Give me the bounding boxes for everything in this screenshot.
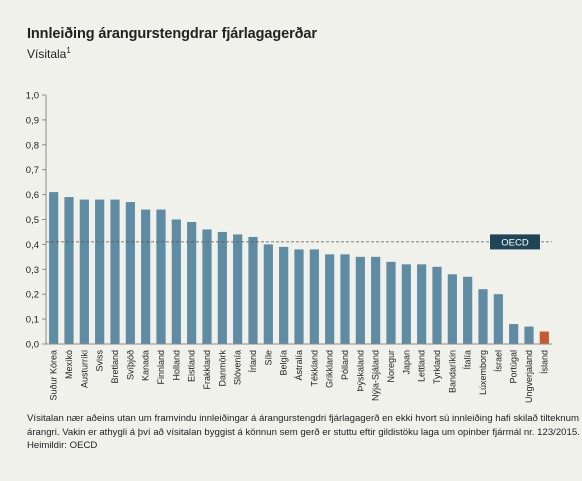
bar (171, 219, 181, 344)
y-tick-label: 0,7 (26, 165, 39, 176)
y-tick-label: 1,0 (26, 91, 39, 102)
x-tick-label: Þýskaland (355, 350, 365, 392)
bar (79, 199, 89, 344)
x-tick-label: Frakkland (202, 350, 212, 390)
bar-highlight (539, 331, 549, 344)
x-tick-label: Danmörk (217, 350, 227, 387)
footnote-line-1: Vísitalan nær aðeins utan um framvindu i… (27, 413, 579, 424)
x-tick-label: Eistland (187, 350, 197, 382)
bar (355, 256, 365, 344)
x-tick-label: Pólland (340, 350, 350, 380)
bar (493, 294, 503, 344)
bar (125, 202, 135, 344)
bar (279, 246, 289, 344)
x-tick-label: Bretland (110, 350, 120, 384)
bar (325, 254, 335, 344)
bar (95, 199, 105, 344)
oecd-label: OECD (501, 237, 529, 248)
subtitle-footnote-mark: 1 (66, 46, 71, 55)
bar (432, 266, 442, 344)
y-tick-label: 0,3 (26, 265, 39, 276)
y-tick-label: 0,1 (26, 315, 39, 326)
bar (340, 254, 350, 344)
x-tick-label: Holland (171, 350, 181, 381)
bar (110, 199, 120, 344)
x-tick-label: Japan (401, 350, 411, 375)
footnote: Vísitalan nær aðeins utan um framvindu i… (27, 412, 580, 453)
x-tick-label: Noregur (386, 350, 396, 383)
y-tick-label: 0,8 (26, 140, 39, 151)
bar (156, 209, 166, 344)
bar (248, 236, 258, 344)
bar (478, 289, 488, 344)
bar (463, 276, 473, 344)
x-tick-label: Mexíkó (64, 350, 74, 379)
x-tick-label: Austurríki (79, 350, 89, 388)
oecd-label-box (490, 234, 540, 250)
bar (417, 264, 427, 344)
bar (386, 261, 396, 344)
bar (64, 197, 74, 344)
y-tick-label: 0,5 (26, 215, 39, 226)
x-tick-label: Ástralía (294, 350, 304, 381)
chart-subtitle: Vísitala1 (27, 46, 71, 61)
bar (371, 256, 381, 344)
footnote-line-2: árangri. Vakin er athygli á því að vísit… (27, 426, 580, 438)
x-tick-label: Belgía (279, 350, 289, 376)
x-tick-label: Sviss (95, 350, 105, 372)
x-tick-label: Tékkland (309, 350, 319, 387)
footnote-line-3: Heimildir: OECD (27, 440, 98, 451)
x-tick-label: Lúxemborg (478, 350, 488, 395)
x-tick-label: Bandaríkin (447, 350, 457, 393)
bar (187, 221, 197, 344)
y-tick-label: 0,9 (26, 115, 39, 126)
y-tick-label: 0,6 (26, 190, 39, 201)
x-tick-label: Írland (248, 350, 258, 373)
x-tick-label: Slóvenía (233, 350, 243, 385)
x-tick-label: Tyrkland (432, 350, 442, 384)
x-tick-label: Kanada (141, 350, 151, 381)
x-tick-label: Ísland (539, 350, 549, 374)
bar (524, 326, 534, 344)
y-tick-label: 0,0 (26, 340, 39, 351)
bar (263, 244, 273, 344)
x-tick-label: Ítalía (463, 350, 473, 370)
bar (202, 229, 212, 344)
x-tick-label: Ísrael (493, 350, 503, 372)
x-tick-label: Nýja-Sjáland (371, 350, 381, 401)
x-tick-label: Síle (263, 350, 273, 366)
x-tick-label: Suður Kórea (49, 350, 59, 401)
x-tick-label: Grikkland (325, 350, 335, 388)
chart-title: Innleiðing árangurstengdrar fjárlagagerð… (27, 26, 317, 42)
bar (309, 249, 319, 344)
subtitle-text: Vísitala (27, 47, 67, 61)
y-tick-label: 0,4 (26, 240, 39, 251)
y-tick-label: 0,2 (26, 290, 39, 301)
bar (141, 209, 151, 344)
bar (447, 274, 457, 344)
x-tick-label: Finnland (156, 350, 166, 385)
bar (233, 234, 243, 344)
bar (294, 249, 304, 344)
x-tick-label: Svíþjóð (125, 350, 135, 380)
x-tick-label: Portúgal (509, 350, 519, 384)
x-tick-label: Lettland (417, 350, 427, 382)
bar (401, 264, 411, 344)
x-tick-label: Ungverjaland (524, 350, 534, 403)
bar (509, 324, 519, 344)
bar (217, 231, 227, 344)
bar (49, 192, 59, 344)
